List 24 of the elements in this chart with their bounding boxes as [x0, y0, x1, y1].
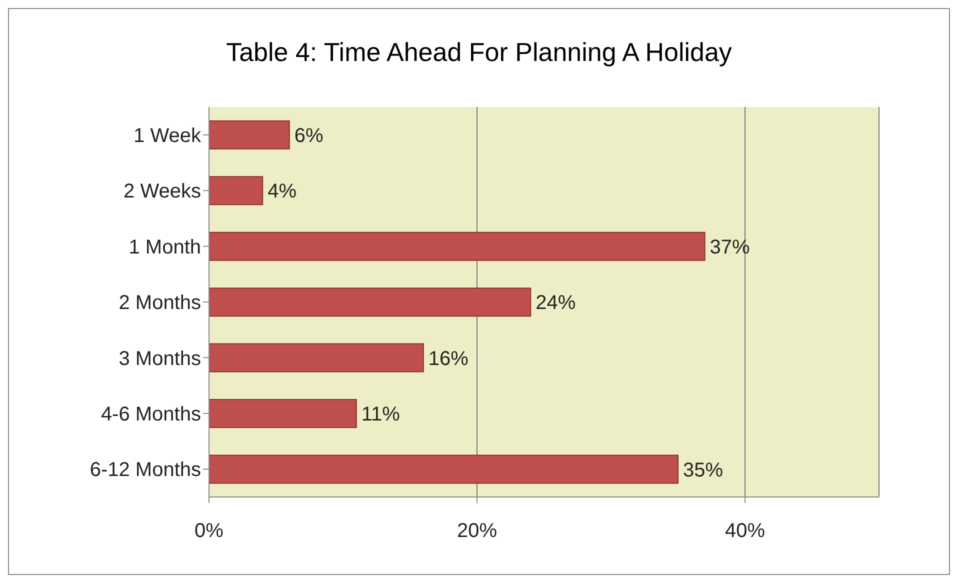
x-tick-label: 40% — [724, 520, 766, 542]
y-tick-label: 2 Months — [118, 292, 201, 314]
bar — [209, 343, 424, 372]
chart-title: Table 4: Time Ahead For Planning A Holiday — [225, 37, 733, 69]
bar — [209, 176, 264, 206]
data-label: 4% — [268, 180, 297, 203]
data-label: 35% — [683, 459, 724, 482]
bar — [209, 120, 290, 150]
y-tick-label: 1 Month — [128, 236, 201, 258]
y-tick-label: 4-6 Months — [100, 404, 201, 426]
bar — [209, 232, 706, 261]
y-tick-label: 3 Months — [118, 348, 201, 370]
x-tick-label: 20% — [456, 520, 498, 542]
bar — [209, 288, 532, 317]
data-label: 16% — [428, 348, 469, 370]
y-tick-label: 1 Week — [134, 124, 202, 147]
x-tick-label: 0% — [194, 520, 224, 542]
bar — [209, 454, 678, 484]
data-label: 11% — [361, 404, 400, 426]
y-tick-label: 6-12 Months — [90, 459, 201, 482]
bar — [209, 399, 357, 428]
data-label: 6% — [294, 125, 324, 148]
y-tick-label: 2 Weeks — [124, 180, 201, 203]
data-label: 24% — [536, 292, 576, 314]
